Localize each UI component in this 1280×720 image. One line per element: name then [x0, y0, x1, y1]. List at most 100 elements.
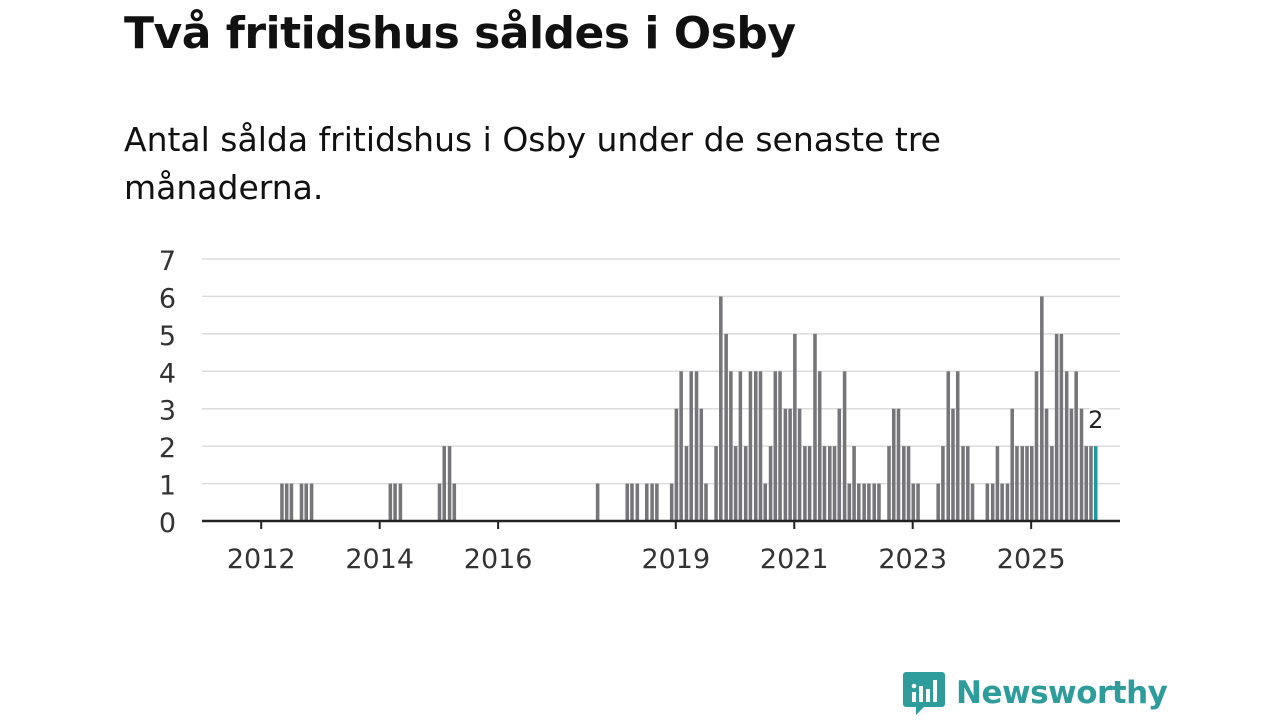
bar: [788, 408, 792, 521]
x-tick-label: 2014: [345, 544, 414, 575]
bar: [955, 371, 960, 521]
bar: [437, 483, 442, 521]
bar: [837, 408, 842, 521]
gridlines: [202, 258, 1120, 485]
bar: [694, 371, 699, 521]
bar: [842, 371, 847, 521]
bar: [966, 446, 970, 521]
bar: [684, 446, 689, 521]
bar: [1074, 371, 1078, 521]
bar: [1040, 296, 1044, 521]
bar: [1044, 408, 1049, 521]
x-axis: [202, 519, 1120, 529]
highlight-bar: [1093, 446, 1098, 521]
bar: [442, 446, 447, 521]
bar: [704, 483, 708, 521]
y-tick-label: 3: [159, 396, 176, 427]
bar: [635, 483, 640, 521]
bar: [699, 408, 704, 521]
bar: [793, 333, 797, 521]
x-tick-label: 2025: [997, 544, 1066, 575]
bar: [1079, 408, 1084, 521]
bar: [778, 371, 782, 521]
chart-title: Två fritidshus såldes i Osby: [124, 8, 796, 59]
x-axis-labels: 2012 2014 2016 2019 2021 2023 2025: [227, 544, 1066, 575]
bar: [595, 483, 600, 521]
bar: [689, 371, 693, 521]
y-tick-label: 0: [159, 508, 176, 539]
bar: [758, 371, 763, 521]
bar: [911, 483, 916, 521]
bar: [916, 483, 920, 521]
bar: [1015, 446, 1019, 521]
y-tick-label: 5: [159, 321, 176, 352]
x-tick-label: 2023: [878, 544, 947, 575]
bar: [714, 446, 718, 521]
bar: [388, 483, 393, 521]
bar: [768, 446, 773, 521]
bar: [906, 446, 911, 521]
annotations: 2: [1086, 404, 1106, 437]
bar: [309, 483, 314, 521]
bar: [797, 408, 802, 521]
bar: [284, 483, 289, 521]
y-axis-labels: 0 1 2 3 4 5 6 7: [159, 246, 176, 539]
bar: [753, 371, 758, 521]
bar: [304, 483, 309, 521]
bar: [828, 446, 832, 521]
bar: [872, 483, 876, 521]
bar: [857, 483, 861, 521]
bar: [1050, 446, 1054, 521]
bar: [1000, 483, 1004, 521]
x-tick-label: 2012: [227, 544, 296, 575]
bar: [655, 483, 659, 521]
bar: [985, 483, 990, 521]
bar: [630, 483, 634, 521]
bar: [847, 483, 852, 521]
bar: [995, 446, 1000, 521]
bar: [1059, 333, 1064, 521]
bar: [743, 446, 748, 521]
bar: [946, 371, 951, 521]
bar: [803, 446, 807, 521]
bar: [763, 483, 768, 521]
bar: [1010, 408, 1014, 521]
bar: [452, 483, 457, 521]
newsworthy-logo[interactable]: Newsworthy: [902, 670, 1168, 716]
bar: [733, 446, 738, 521]
bar: [902, 446, 906, 521]
bar: [887, 446, 891, 521]
x-tick-label: 2019: [641, 544, 710, 575]
bar: [1025, 446, 1029, 521]
bar: [398, 483, 403, 521]
bar: [299, 483, 304, 521]
bar: [748, 371, 753, 521]
bar: [289, 483, 294, 521]
bar: [1029, 446, 1034, 521]
bar: [679, 371, 683, 521]
x-tick-label: 2021: [760, 544, 829, 575]
bar: [280, 483, 284, 521]
bar: [896, 408, 901, 521]
bar: [645, 483, 649, 521]
y-tick-label: 1: [159, 471, 176, 502]
newsworthy-wordmark: Newsworthy: [956, 675, 1168, 711]
bar: [625, 483, 630, 521]
newsworthy-logo-icon: [903, 672, 945, 715]
bar: [669, 483, 674, 521]
bar: [393, 483, 397, 521]
bar: [961, 446, 965, 521]
bar: [807, 446, 812, 521]
x-tick-label: 2016: [464, 544, 533, 575]
bar: [1089, 446, 1093, 521]
highlight-value-label: 2: [1088, 406, 1103, 434]
bar: [719, 296, 723, 521]
bar: [822, 446, 827, 521]
bar: [936, 483, 940, 521]
y-tick-label: 4: [159, 358, 176, 389]
bar: [941, 446, 945, 521]
bar: [990, 483, 995, 521]
bar: [852, 446, 856, 521]
y-tick-label: 7: [159, 246, 176, 277]
